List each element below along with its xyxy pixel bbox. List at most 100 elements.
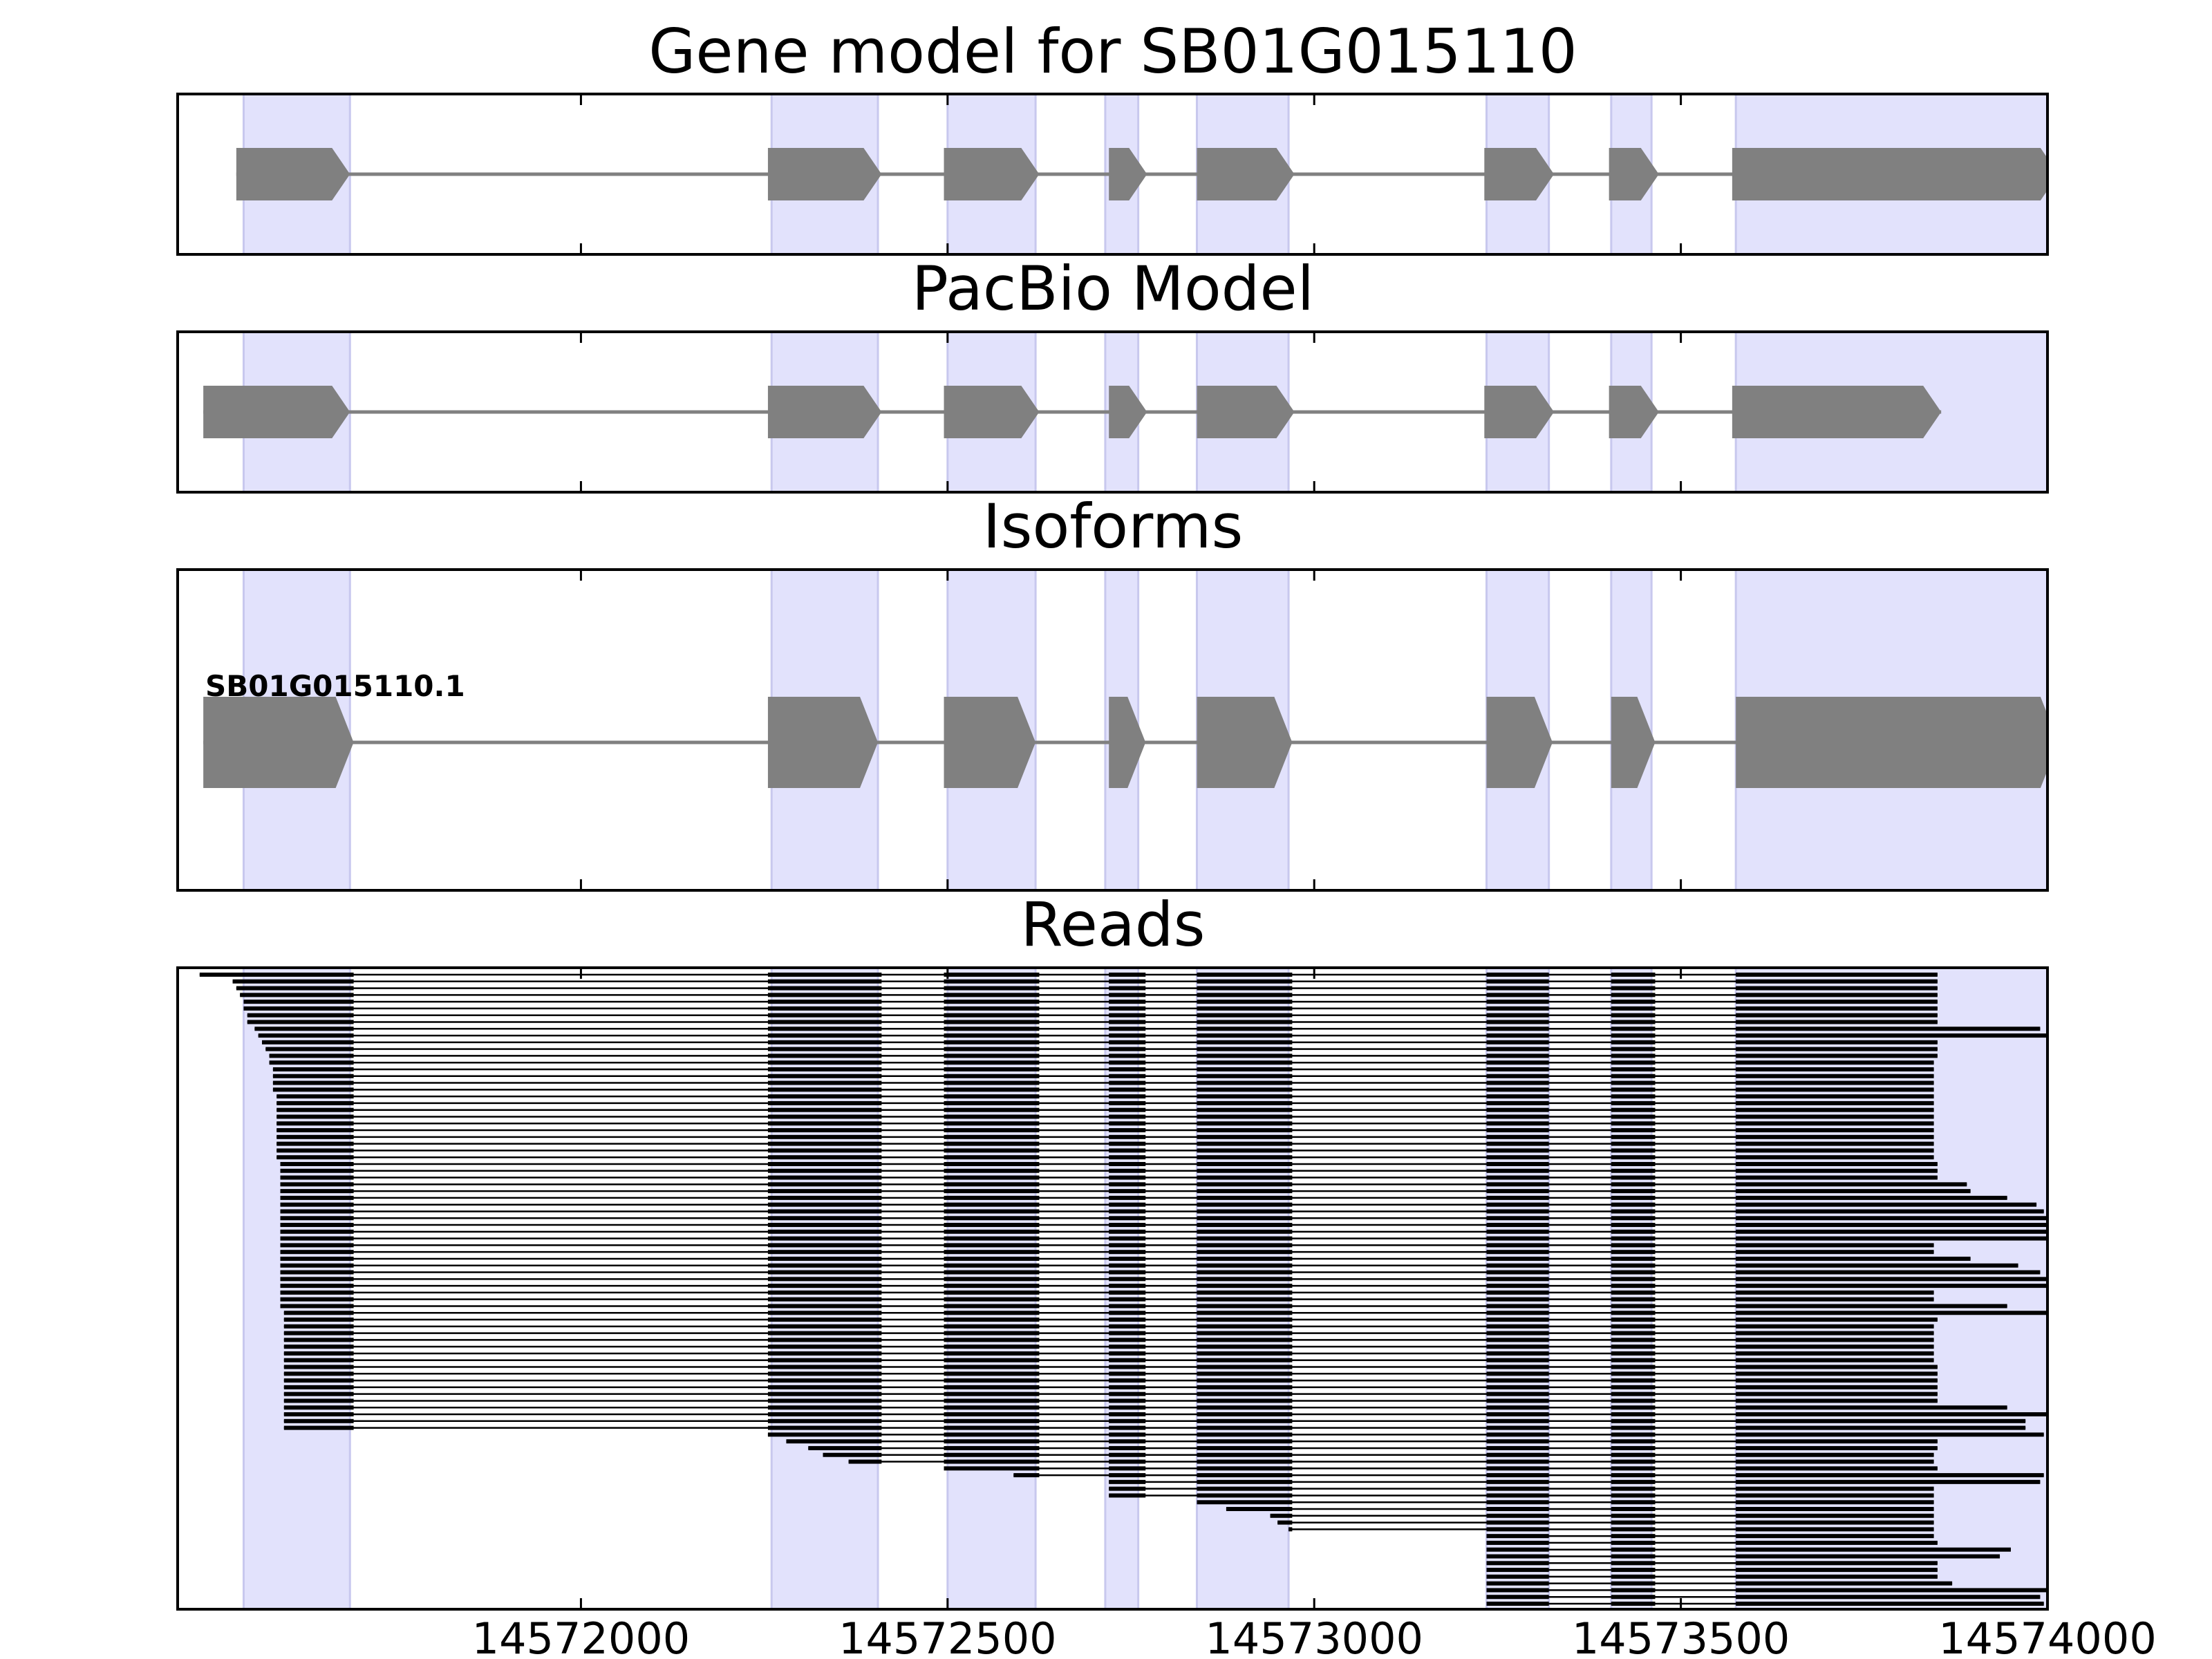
read-block [1736, 1574, 1938, 1579]
read-block [1109, 1006, 1146, 1011]
read-block [1197, 1027, 1293, 1031]
read-block [1109, 986, 1146, 991]
read-block [240, 993, 354, 997]
read-block [1486, 1547, 1549, 1552]
read-block [1486, 1013, 1549, 1018]
read-block [1109, 1459, 1146, 1464]
read-block [1109, 1486, 1146, 1491]
read-block [1736, 1168, 1938, 1173]
read-block [1486, 1284, 1549, 1288]
read-block [944, 1209, 1040, 1214]
read-block [1197, 1067, 1293, 1071]
read-block [823, 1452, 882, 1457]
read-block [1611, 1445, 1656, 1450]
read-block [1109, 1040, 1146, 1044]
read-block [1736, 1459, 1934, 1464]
read-block [944, 973, 1040, 977]
read-block [767, 1175, 882, 1180]
exon-block [1611, 697, 1656, 788]
read-block [1736, 1175, 1938, 1180]
read-block [1109, 1128, 1146, 1133]
read-block [944, 1223, 1040, 1228]
read-block [1611, 1195, 1656, 1200]
read-block [1611, 1080, 1656, 1085]
read-block [1486, 1425, 1549, 1430]
read-block [1736, 1344, 1934, 1349]
read-block [767, 1432, 882, 1437]
x-tick-label: 14574000 [1938, 1613, 2157, 1659]
read-block [1197, 1128, 1293, 1133]
read-block [1611, 1040, 1656, 1044]
read-block [1109, 1141, 1146, 1146]
read-block [1486, 1527, 1549, 1532]
read-block [280, 1284, 354, 1288]
read-block [767, 1155, 882, 1160]
read-block [1197, 1452, 1293, 1457]
read-block [1109, 1168, 1146, 1173]
read-block [1611, 1229, 1656, 1234]
read-block [767, 1412, 882, 1417]
read-block [1736, 1466, 1938, 1471]
read-block [1197, 1121, 1293, 1126]
read-block [276, 1094, 354, 1099]
read-block [269, 1060, 354, 1065]
read-block [1611, 1297, 1656, 1302]
read-block [1486, 1432, 1549, 1437]
read-block [944, 1229, 1040, 1234]
read-block [280, 1216, 354, 1221]
panel-title-reads: Reads [1021, 889, 1206, 960]
read-block [283, 1378, 354, 1383]
read-block [1109, 1331, 1146, 1335]
read-block [767, 986, 882, 991]
read-block [1197, 1405, 1293, 1410]
read-block [944, 1256, 1040, 1261]
read-block [944, 1358, 1040, 1362]
read-block [767, 1338, 882, 1342]
read-block [1611, 1100, 1656, 1105]
read-block [1611, 1270, 1656, 1275]
read-block [1736, 1277, 2047, 1282]
read-block [1197, 1182, 1293, 1187]
read-block [1486, 1277, 1549, 1282]
read-block [1109, 1290, 1146, 1295]
read-block [1486, 1074, 1549, 1078]
read-block [1197, 1080, 1293, 1085]
read-block [1197, 1365, 1293, 1369]
read-block [808, 1445, 882, 1450]
read-block [944, 1107, 1040, 1112]
read-block [1197, 1493, 1293, 1498]
read-block [767, 1297, 882, 1302]
read-block [1611, 1513, 1656, 1518]
exon-block [767, 148, 882, 200]
read-block [1736, 1020, 1938, 1024]
read-block [944, 1027, 1040, 1031]
read-block [767, 1270, 882, 1275]
read-block [1736, 1250, 1934, 1255]
read-block [767, 1229, 882, 1234]
read-block [1197, 1331, 1293, 1335]
exon-block [944, 386, 1040, 438]
read-block [1736, 1128, 1934, 1133]
read-block [1109, 1391, 1146, 1396]
read-block [944, 1087, 1040, 1092]
read-block [1736, 1047, 1938, 1051]
read-block [1736, 1439, 1938, 1444]
read-block [767, 1277, 882, 1282]
read-block [767, 1161, 882, 1166]
read-block [1109, 1311, 1146, 1315]
read-block [1736, 1236, 2047, 1241]
read-block [1486, 1338, 1549, 1342]
read-block [1109, 1100, 1146, 1105]
read-block [283, 1418, 354, 1423]
read-block [1109, 979, 1146, 984]
exon-block [236, 148, 350, 200]
read-block [1486, 1371, 1549, 1376]
read-block [1611, 1568, 1656, 1573]
read-block [1611, 1027, 1656, 1031]
read-block [1736, 1270, 2041, 1275]
read-block [944, 1466, 1040, 1471]
read-block [1197, 1033, 1293, 1038]
read-block [1109, 1365, 1146, 1369]
read-block [1109, 1094, 1146, 1099]
read-block [1486, 1094, 1549, 1099]
